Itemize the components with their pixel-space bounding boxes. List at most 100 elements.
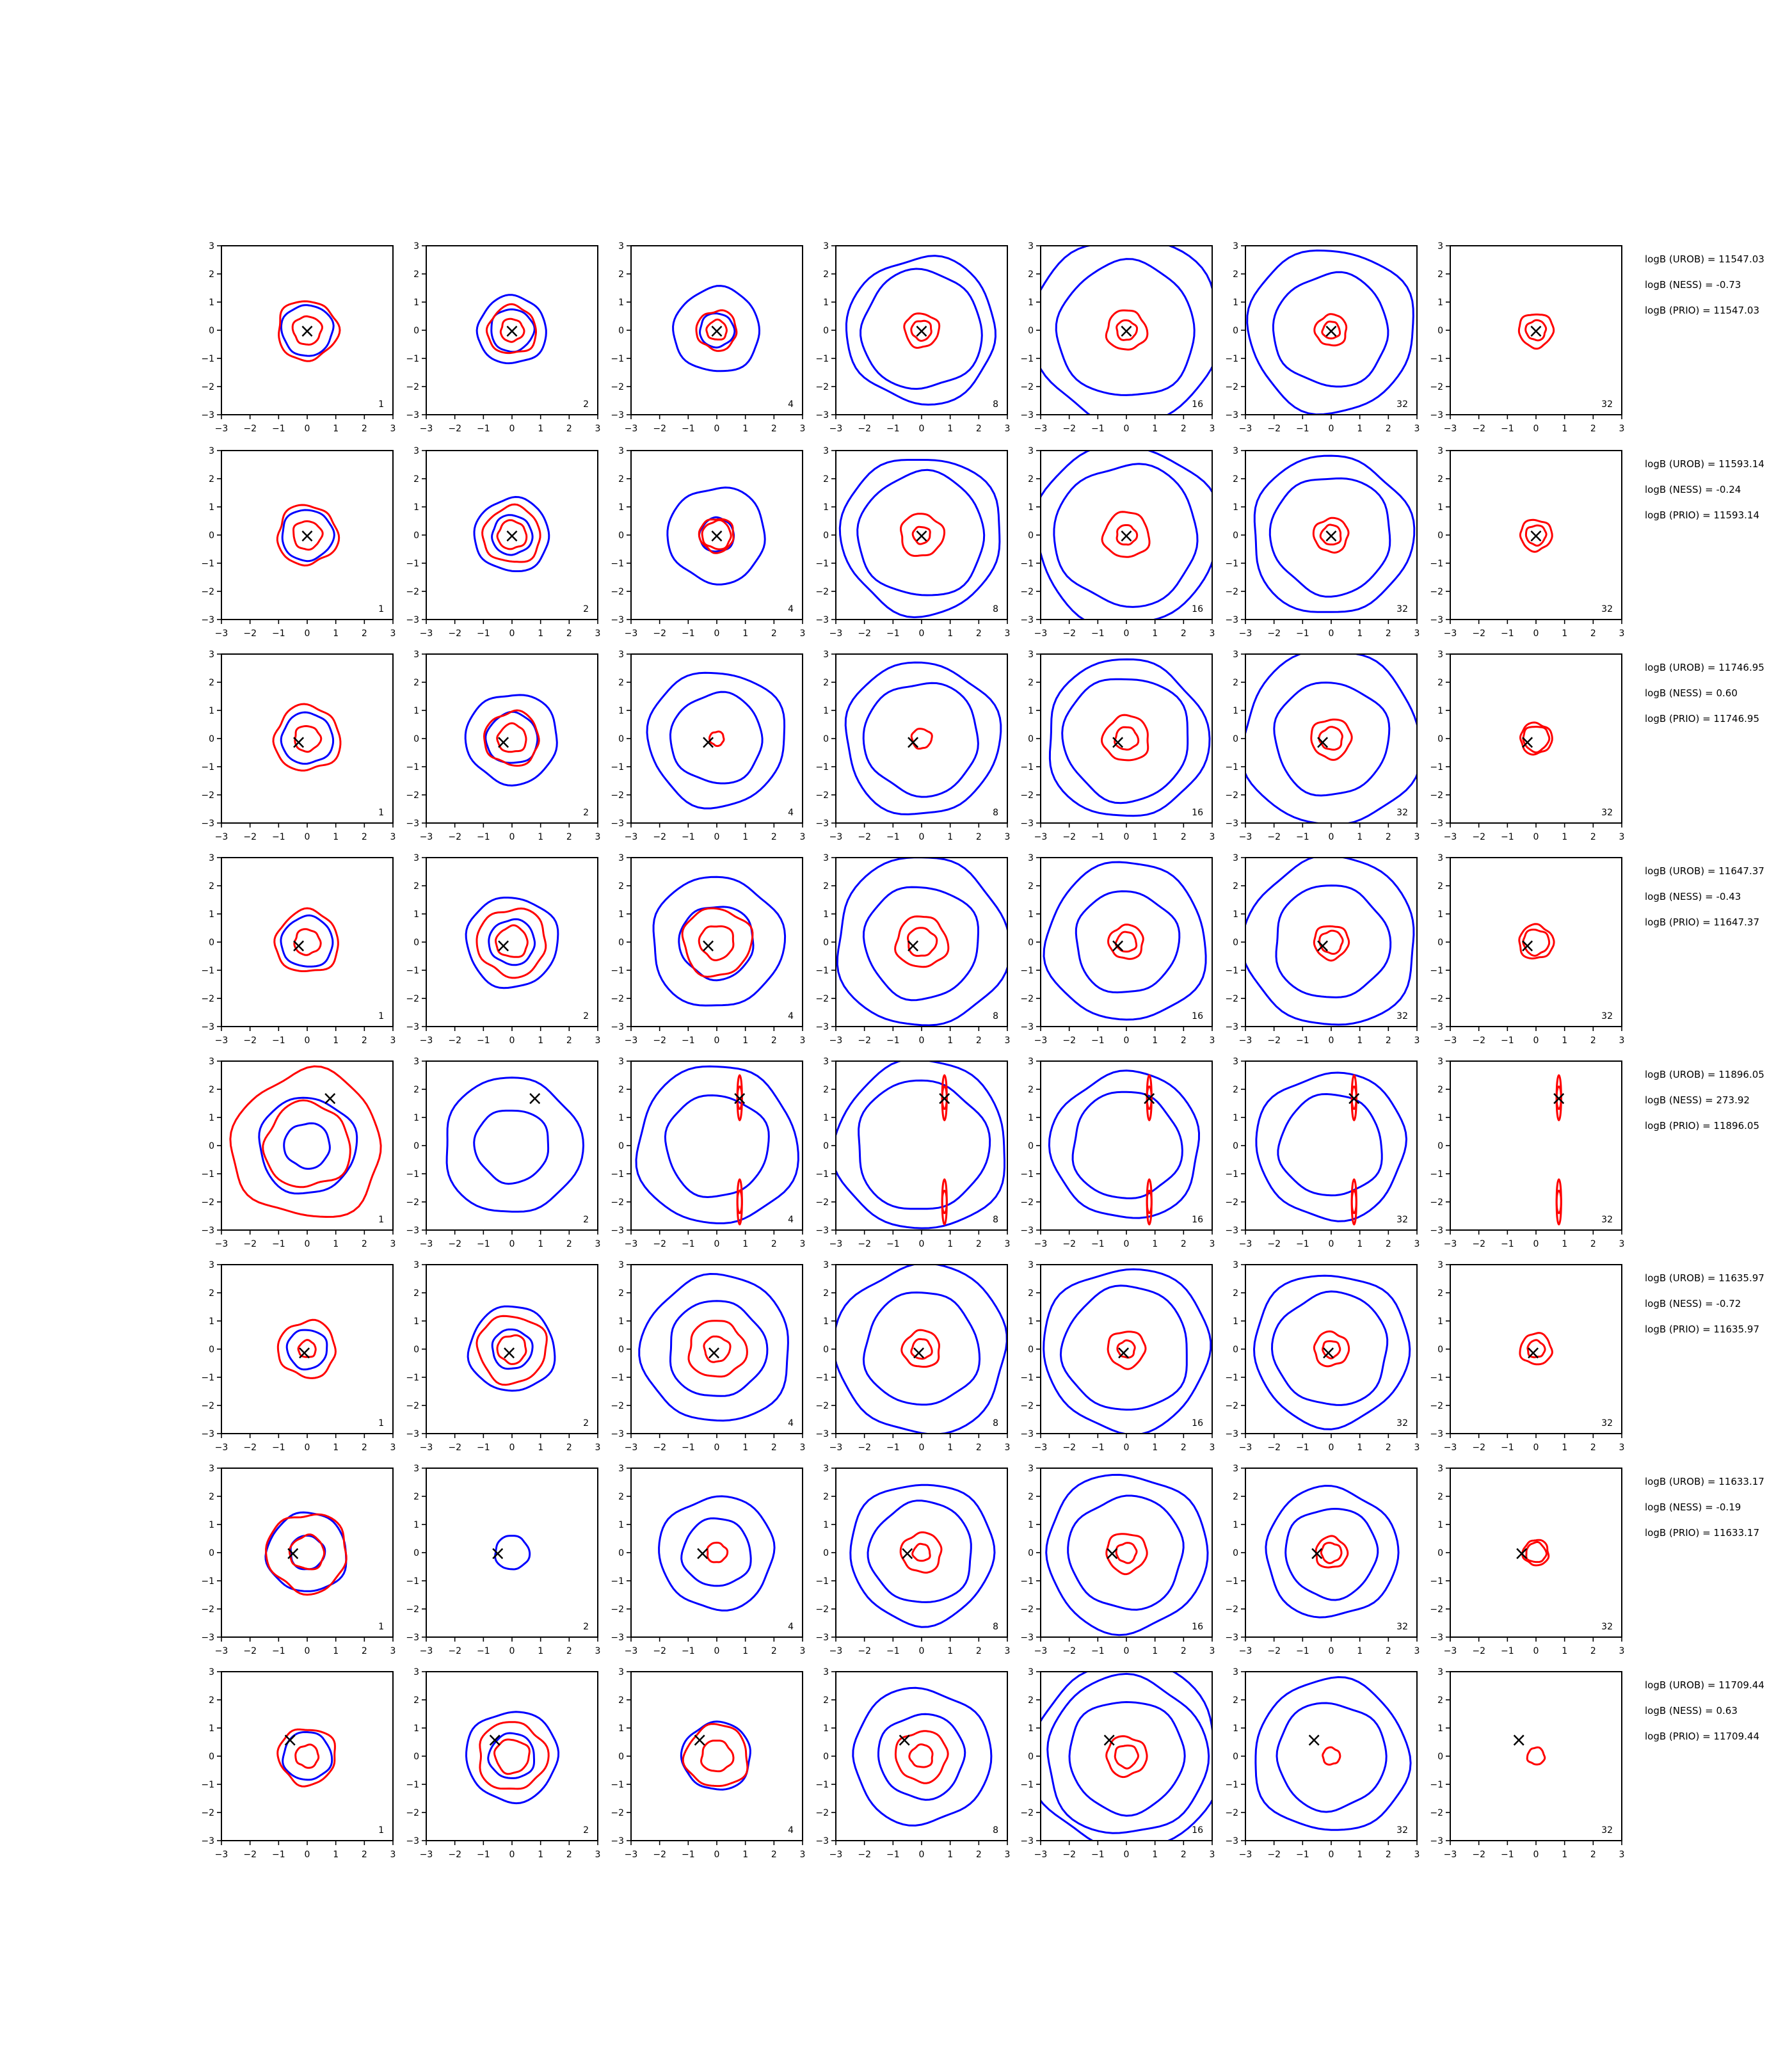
x-tick-label: −1 [1091, 1646, 1105, 1656]
y-tick-label: −3 [611, 1633, 624, 1643]
y-tick-label: 0 [413, 1548, 419, 1558]
y-tick-label: 2 [618, 1492, 624, 1502]
x-tick-label: −2 [858, 1646, 871, 1656]
y-tick-label: 1 [1437, 502, 1443, 513]
panel-label: 32 [1601, 604, 1613, 614]
x-tick-label: 0 [714, 424, 720, 434]
x-tick-label: 2 [362, 424, 367, 434]
x-tick-label: −1 [1296, 628, 1309, 639]
x-tick-label: 0 [509, 1443, 515, 1453]
blue-contour [280, 914, 334, 968]
x-tick-label: 2 [566, 1850, 572, 1860]
y-tick-label: −3 [201, 1836, 214, 1846]
x-tick-label: −1 [1296, 1850, 1309, 1860]
panel-r8-c3: × −3−3 −2 −2 −1 −1 0 0 1 1 2 2 3 3 4 [611, 1667, 805, 1860]
x-tick-label: 1 [1562, 1850, 1567, 1860]
panel-r2-c1: × −3−3 −2 −2 −1 −1 0 0 1 1 2 2 3 3 1 [201, 446, 396, 639]
x-tick-label: −3 [1239, 1443, 1252, 1453]
panel-label: 8 [993, 1825, 998, 1836]
x-tick-label: −1 [1501, 1036, 1514, 1046]
y-tick-label: −3 [1020, 1226, 1034, 1236]
panel-r6-c6: × −3−3 −2 −2 −1 −1 0 0 1 1 2 2 3 3 32 [1225, 1260, 1420, 1453]
mode-marker: × [1528, 320, 1544, 342]
axes-frame [630, 1671, 803, 1841]
x-tick-label: 2 [771, 1646, 777, 1656]
y-tick-label: −3 [1225, 410, 1238, 420]
x-tick-label: −1 [1296, 832, 1309, 842]
x-tick-label: 2 [1181, 1850, 1187, 1860]
axes-frame [426, 857, 598, 1027]
red-contour [1146, 1178, 1153, 1226]
x-tick-label: −3 [1034, 1850, 1048, 1860]
x-tick-label: −3 [1034, 1239, 1048, 1249]
panel-r4-c1: × −3−3 −2 −2 −1 −1 0 0 1 1 2 2 3 3 1 [201, 853, 396, 1046]
x-tick-label: 0 [919, 1036, 925, 1046]
y-tick-label: 0 [1233, 1345, 1238, 1355]
y-tick-label: 1 [1028, 706, 1034, 716]
y-tick-label: −1 [815, 1780, 829, 1790]
x-tick-label: 2 [1181, 832, 1187, 842]
blue-contour [467, 1305, 556, 1392]
x-tick-label: 2 [362, 628, 367, 639]
x-tick-label: −2 [448, 832, 461, 842]
panel-r1-c1: × −3−3 −2 −2 −1 −1 0 0 1 1 2 2 3 3 1 [201, 241, 396, 434]
x-tick-label: 0 [919, 832, 925, 842]
axes-frame [1245, 1671, 1418, 1841]
y-tick-label: 2 [823, 474, 829, 484]
blue-contour [1048, 658, 1211, 817]
x-tick-label: −3 [625, 424, 638, 434]
y-tick-label: 0 [1437, 531, 1443, 541]
x-tick-label: 3 [595, 1850, 601, 1860]
y-tick-label: −1 [1225, 354, 1238, 364]
x-tick-label: −1 [886, 1850, 900, 1860]
y-tick-label: −2 [611, 1401, 624, 1411]
y-tick-label: 1 [1028, 1316, 1034, 1327]
red-contour [681, 907, 754, 978]
blue-contour [1245, 654, 1417, 823]
y-tick-label: 3 [618, 1057, 624, 1067]
x-tick-label: −1 [682, 1443, 695, 1453]
y-tick-label: −3 [201, 1429, 214, 1439]
x-tick-label: 2 [771, 1239, 777, 1249]
red-contour [1524, 319, 1548, 342]
x-tick-label: −1 [886, 1239, 900, 1249]
red-contour [481, 503, 541, 563]
y-tick-label: −2 [1430, 1197, 1443, 1208]
mode-marker: × [936, 1087, 952, 1110]
y-tick-label: 1 [1233, 1316, 1238, 1327]
panel-r1-c6: × −3−3 −2 −2 −1 −1 0 0 1 1 2 2 3 3 32 [1225, 241, 1420, 434]
panel-label: 8 [993, 1011, 998, 1021]
mode-marker: × [905, 731, 921, 753]
blue-contour [283, 1122, 331, 1170]
y-tick-label: 1 [1437, 1724, 1443, 1734]
panel-r7-c2: × −3−3 −2 −2 −1 −1 0 0 1 1 2 2 3 3 2 [406, 1464, 600, 1656]
x-tick-label: −1 [272, 1443, 285, 1453]
mode-marker: × [706, 1341, 722, 1364]
y-tick-label: 3 [1233, 446, 1238, 456]
x-tick-label: 1 [947, 1850, 953, 1860]
panel-label: 4 [788, 1011, 794, 1021]
red-contour [687, 1320, 748, 1378]
x-tick-label: 0 [714, 1239, 720, 1249]
x-tick-label: 1 [947, 832, 953, 842]
y-tick-label: 0 [618, 938, 624, 948]
x-tick-label: 2 [771, 1036, 777, 1046]
blue-contour [465, 897, 559, 989]
blue-contour [465, 1711, 560, 1805]
x-tick-label: 1 [333, 424, 339, 434]
panel-r1-c7: × −3−3 −2 −2 −1 −1 0 0 1 1 2 2 3 3 32 [1430, 241, 1624, 434]
y-tick-label: 2 [1233, 881, 1238, 892]
panel-label: 2 [583, 1011, 589, 1021]
x-tick-label: 0 [1124, 1646, 1130, 1656]
blue-contour [488, 918, 536, 966]
blue-contour [484, 710, 539, 764]
y-tick-label: −2 [1225, 587, 1238, 597]
x-tick-label: 0 [1329, 1036, 1334, 1046]
x-tick-label: 2 [771, 1443, 777, 1453]
x-tick-label: −2 [243, 1036, 257, 1046]
y-tick-label: −2 [1225, 1808, 1238, 1818]
y-tick-label: 3 [1233, 1260, 1238, 1270]
x-tick-label: 0 [714, 1646, 720, 1656]
x-tick-label: 3 [1210, 1646, 1215, 1656]
y-tick-label: −1 [1020, 559, 1034, 569]
